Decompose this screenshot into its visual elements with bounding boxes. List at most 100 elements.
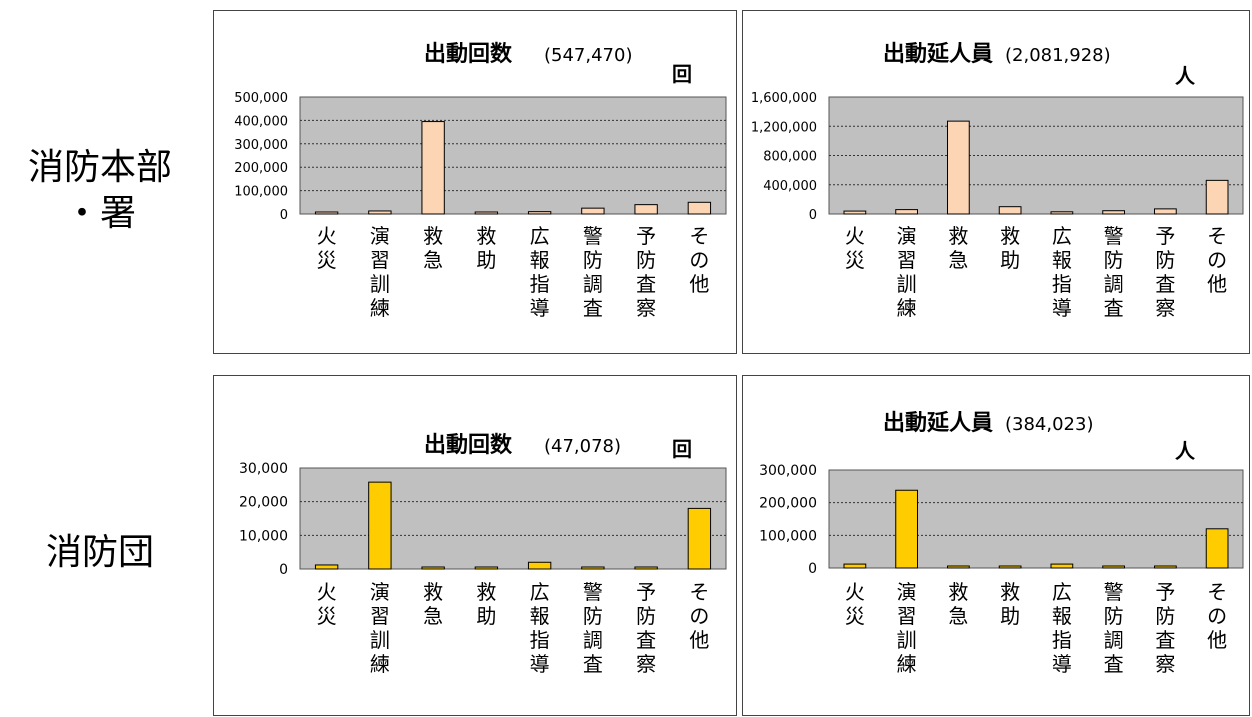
category-label: 救: [476, 580, 496, 604]
bar: [1154, 208, 1177, 215]
category-label: 査: [583, 652, 603, 676]
chart-title: 出動回数: [424, 41, 513, 67]
category-label: そ: [1207, 580, 1227, 604]
category-label: 予: [636, 224, 656, 248]
category-label: 察: [1155, 296, 1175, 320]
category-label: 査: [1104, 652, 1124, 676]
bar: [314, 564, 339, 570]
category-label: 査: [636, 628, 656, 652]
category-label: 防: [636, 248, 656, 272]
bar: [843, 563, 867, 569]
category-label: 広: [530, 224, 550, 248]
unit-label: 人: [1175, 64, 1196, 88]
category-label: 防: [1155, 604, 1175, 628]
category-label: 察: [636, 652, 656, 676]
unit-label: 回: [672, 437, 692, 461]
chart-panel-hq-personnel: 出動延人員 (2,081,928) 人 0 400,000 800,000 1,200,00…: [742, 10, 1250, 354]
category-label: 火: [317, 224, 337, 248]
chart-title: 出動延人員: [883, 411, 993, 436]
category-label: 調: [583, 628, 603, 652]
category-label: 救: [423, 580, 443, 604]
category-label: 防: [1104, 604, 1124, 628]
bar: [474, 566, 499, 570]
category-label: 指: [1052, 272, 1072, 296]
category-label: 訓: [370, 628, 390, 652]
category-label: 察: [1155, 652, 1175, 676]
y-tick-label: 800,000: [763, 150, 817, 165]
category-label: 他: [689, 628, 709, 652]
bar: [843, 210, 867, 215]
chart-svg: 出動延人員 (2,081,928) 人 0 400,000 800,000 1,200,00…: [751, 42, 1244, 320]
category-label: 調: [1104, 272, 1124, 296]
category-label: 習: [370, 604, 390, 628]
category-label: そ: [689, 580, 709, 604]
category-label: 救: [476, 224, 496, 248]
y-tick-label: 200,000: [234, 161, 288, 176]
bar: [1205, 179, 1229, 215]
row-label-fire-corps: 消防団: [0, 530, 200, 576]
category-label: 広: [530, 580, 550, 604]
category-label: 予: [1155, 224, 1175, 248]
category-label: 報: [1052, 248, 1072, 272]
category-label: 査: [1155, 272, 1175, 296]
bar: [527, 211, 552, 215]
category-label: 他: [1207, 272, 1227, 296]
unit-label: 人: [1175, 439, 1196, 463]
category-label: 訓: [897, 628, 917, 652]
y-tick-label: 0: [280, 208, 288, 223]
chart-total: (547,470): [544, 45, 632, 66]
bar: [998, 565, 1022, 569]
category-label: 火: [845, 580, 865, 604]
y-tick-label: 400,000: [234, 114, 288, 129]
category-label: 演: [370, 580, 390, 604]
chart-svg: 出動回数 (547,470) 回 0 100,000 200,000 300,000 400,…: [234, 41, 727, 320]
category-label: 導: [530, 652, 550, 676]
plot-area: [828, 96, 1244, 215]
bar: [634, 204, 658, 215]
category-label: 演: [897, 224, 917, 248]
category-label: 救: [423, 224, 443, 248]
category-label: 警: [1104, 580, 1124, 604]
category-label: 導: [1052, 652, 1072, 676]
bar: [474, 211, 499, 215]
row-label-headquarters: 消防本部 ・署: [0, 145, 200, 237]
bar: [998, 206, 1022, 215]
chart-total: (384,023): [1005, 414, 1093, 435]
category-label: 広: [1052, 224, 1072, 248]
category-label: 警: [1104, 224, 1124, 248]
category-label: 練: [370, 652, 390, 676]
category-label: 急: [948, 604, 968, 628]
category-label: 報: [1052, 604, 1072, 628]
category-label: 災: [317, 248, 337, 272]
y-tick-label: 1,600,000: [751, 91, 817, 106]
category-label: 習: [370, 248, 390, 272]
bar: [581, 207, 605, 215]
category-label: 習: [897, 248, 917, 272]
category-label: 災: [845, 248, 865, 272]
category-label: 査: [583, 296, 603, 320]
y-tick-label: 500,000: [234, 91, 288, 106]
plot-area: [299, 96, 727, 215]
category-label: 査: [1155, 628, 1175, 652]
bar: [1050, 211, 1074, 215]
category-label: 救: [1000, 580, 1020, 604]
bar: [421, 121, 445, 215]
category-label: 報: [530, 604, 550, 628]
chart-svg: 出動延人員 (384,023) 人 0 100,000 200,000 300,000 火災 演…: [759, 411, 1244, 676]
bar: [581, 566, 605, 570]
category-label: 助: [476, 248, 496, 272]
plot-area: [299, 467, 727, 570]
category-label: 練: [897, 296, 917, 320]
category-label: 予: [1155, 580, 1175, 604]
category-label: 急: [423, 248, 443, 272]
category-label: 査: [636, 272, 656, 296]
y-tick-label: 0: [809, 208, 817, 223]
category-label: 他: [1207, 628, 1227, 652]
bar: [368, 210, 392, 215]
category-label: 訓: [370, 272, 390, 296]
bar: [527, 561, 552, 570]
category-label: 救: [1000, 224, 1020, 248]
category-label: 指: [1052, 628, 1072, 652]
category-label: 練: [897, 652, 917, 676]
